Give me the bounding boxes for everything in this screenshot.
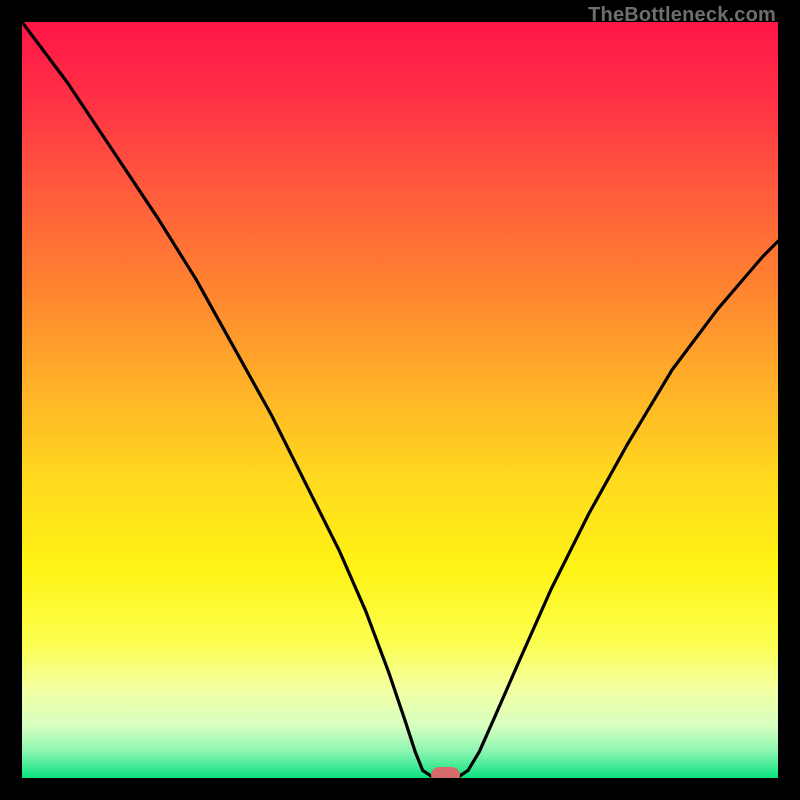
plot-area (22, 22, 778, 778)
curve-path (22, 22, 778, 778)
watermark-text: TheBottleneck.com (588, 4, 776, 27)
minimum-marker (431, 767, 460, 778)
chart-frame: TheBottleneck.com (0, 0, 800, 800)
bottleneck-curve (22, 22, 778, 778)
